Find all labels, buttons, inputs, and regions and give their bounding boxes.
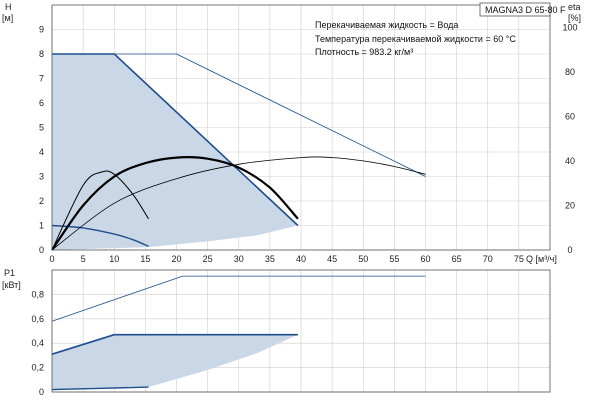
power-tick-label: 0,6 <box>31 314 44 324</box>
power-curve <box>51 275 426 322</box>
power-tick-label: 0,8 <box>31 289 44 299</box>
eta-tick-label: 60 <box>565 111 575 121</box>
eta-tick-label: 100 <box>562 22 577 32</box>
efficiency-curve <box>51 170 149 251</box>
operating-areas <box>52 54 298 392</box>
x-tick-label: 75 <box>514 254 524 264</box>
x-tick-label: 35 <box>265 254 275 264</box>
power-tick-label: 0,4 <box>31 338 44 348</box>
power-tick-label: 0,2 <box>31 363 44 373</box>
x-tick-label: 0 <box>49 254 54 264</box>
head-chart-frame <box>51 4 551 251</box>
head-tick-label: 5 <box>39 123 44 133</box>
power-chart-frame <box>51 269 551 393</box>
eta-tick-label: 40 <box>565 156 575 166</box>
power-tick-label: 0 <box>39 387 44 397</box>
x-tick-label: 50 <box>358 254 368 264</box>
head-axis-label: H <box>5 2 12 12</box>
head-operating-area <box>52 54 298 250</box>
title-box <box>479 2 551 17</box>
chart-frames <box>51 4 551 393</box>
eta-tick-label: 80 <box>565 67 575 77</box>
x-axis-label: Q [м³/ч] <box>526 254 557 264</box>
x-tick-label: 65 <box>452 254 462 264</box>
x-tick-label: 40 <box>296 254 306 264</box>
head-tick-label: 3 <box>39 172 44 182</box>
head-chart-grid <box>51 5 550 251</box>
info-fluid: Перекачиваемая жидкость = Вода <box>315 20 458 30</box>
head-tick-label: 8 <box>39 49 44 59</box>
head-tick-label: 2 <box>39 196 44 206</box>
head-tick-label: 0 <box>39 245 44 255</box>
head-tick-label: 9 <box>39 25 44 35</box>
x-tick-label: 15 <box>140 254 150 264</box>
eta-axis-label: eta <box>568 2 581 12</box>
head-axis-unit: [м] <box>2 13 13 23</box>
x-tick-label: 20 <box>171 254 181 264</box>
info-density: Плотность = 983.2 кг/м³ <box>315 47 413 57</box>
info-temperature: Температура перекачиваемой жидкости = 60… <box>315 34 516 44</box>
x-tick-label: 70 <box>483 254 493 264</box>
head-tick-label: 4 <box>39 147 44 157</box>
power-curve <box>51 333 298 355</box>
chart-title: MAGNA3 D 65-80 F <box>485 5 566 15</box>
power-operating-area <box>52 334 298 392</box>
x-tick-label: 60 <box>420 254 430 264</box>
x-tick-label: 30 <box>234 254 244 264</box>
x-tick-label: 25 <box>203 254 213 264</box>
performance-curves <box>51 53 426 391</box>
power-curve <box>51 386 149 391</box>
x-tick-label: 45 <box>327 254 337 264</box>
x-tick-label: 5 <box>81 254 86 264</box>
eta-axis-unit: [%] <box>568 13 581 23</box>
head-curve <box>51 224 149 247</box>
tick-labels: 0 5 10 15 20 25 30 35 40 45 50 55 60 65 70 750123456789… <box>31 22 577 397</box>
eta-tick-label: 20 <box>565 200 575 210</box>
efficiency-curve <box>51 156 426 251</box>
efficiency-curve <box>51 156 299 251</box>
x-tick-label: 10 <box>109 254 119 264</box>
head-tick-label: 7 <box>39 74 44 84</box>
x-tick-label: 55 <box>389 254 399 264</box>
head-tick-label: 6 <box>39 98 44 108</box>
power-axis-unit: [кВт] <box>2 280 21 290</box>
head-tick-label: 1 <box>39 221 44 231</box>
head-curve <box>52 53 426 177</box>
power-axis-label: P1 <box>4 268 15 278</box>
eta-tick-label: 0 <box>567 245 572 255</box>
